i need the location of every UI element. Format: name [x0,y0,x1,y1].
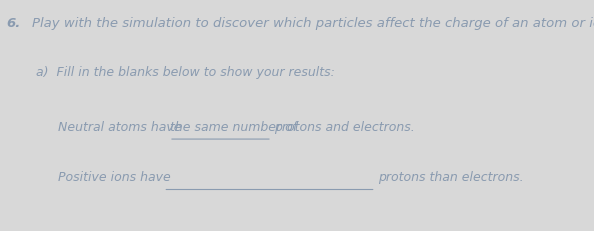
Text: 6.: 6. [7,17,21,30]
Text: protons than electrons.: protons than electrons. [378,170,523,183]
Text: Play with the simulation to discover which particles affect the charge of an ato: Play with the simulation to discover whi… [32,17,594,30]
Text: Positive ions have: Positive ions have [58,170,171,183]
Text: the same number of: the same number of [170,120,297,133]
Text: protons and electrons.: protons and electrons. [274,120,415,133]
Text: a)  Fill in the blanks below to show your results:: a) Fill in the blanks below to show your… [36,65,335,78]
Text: Neutral atoms have: Neutral atoms have [58,120,182,133]
